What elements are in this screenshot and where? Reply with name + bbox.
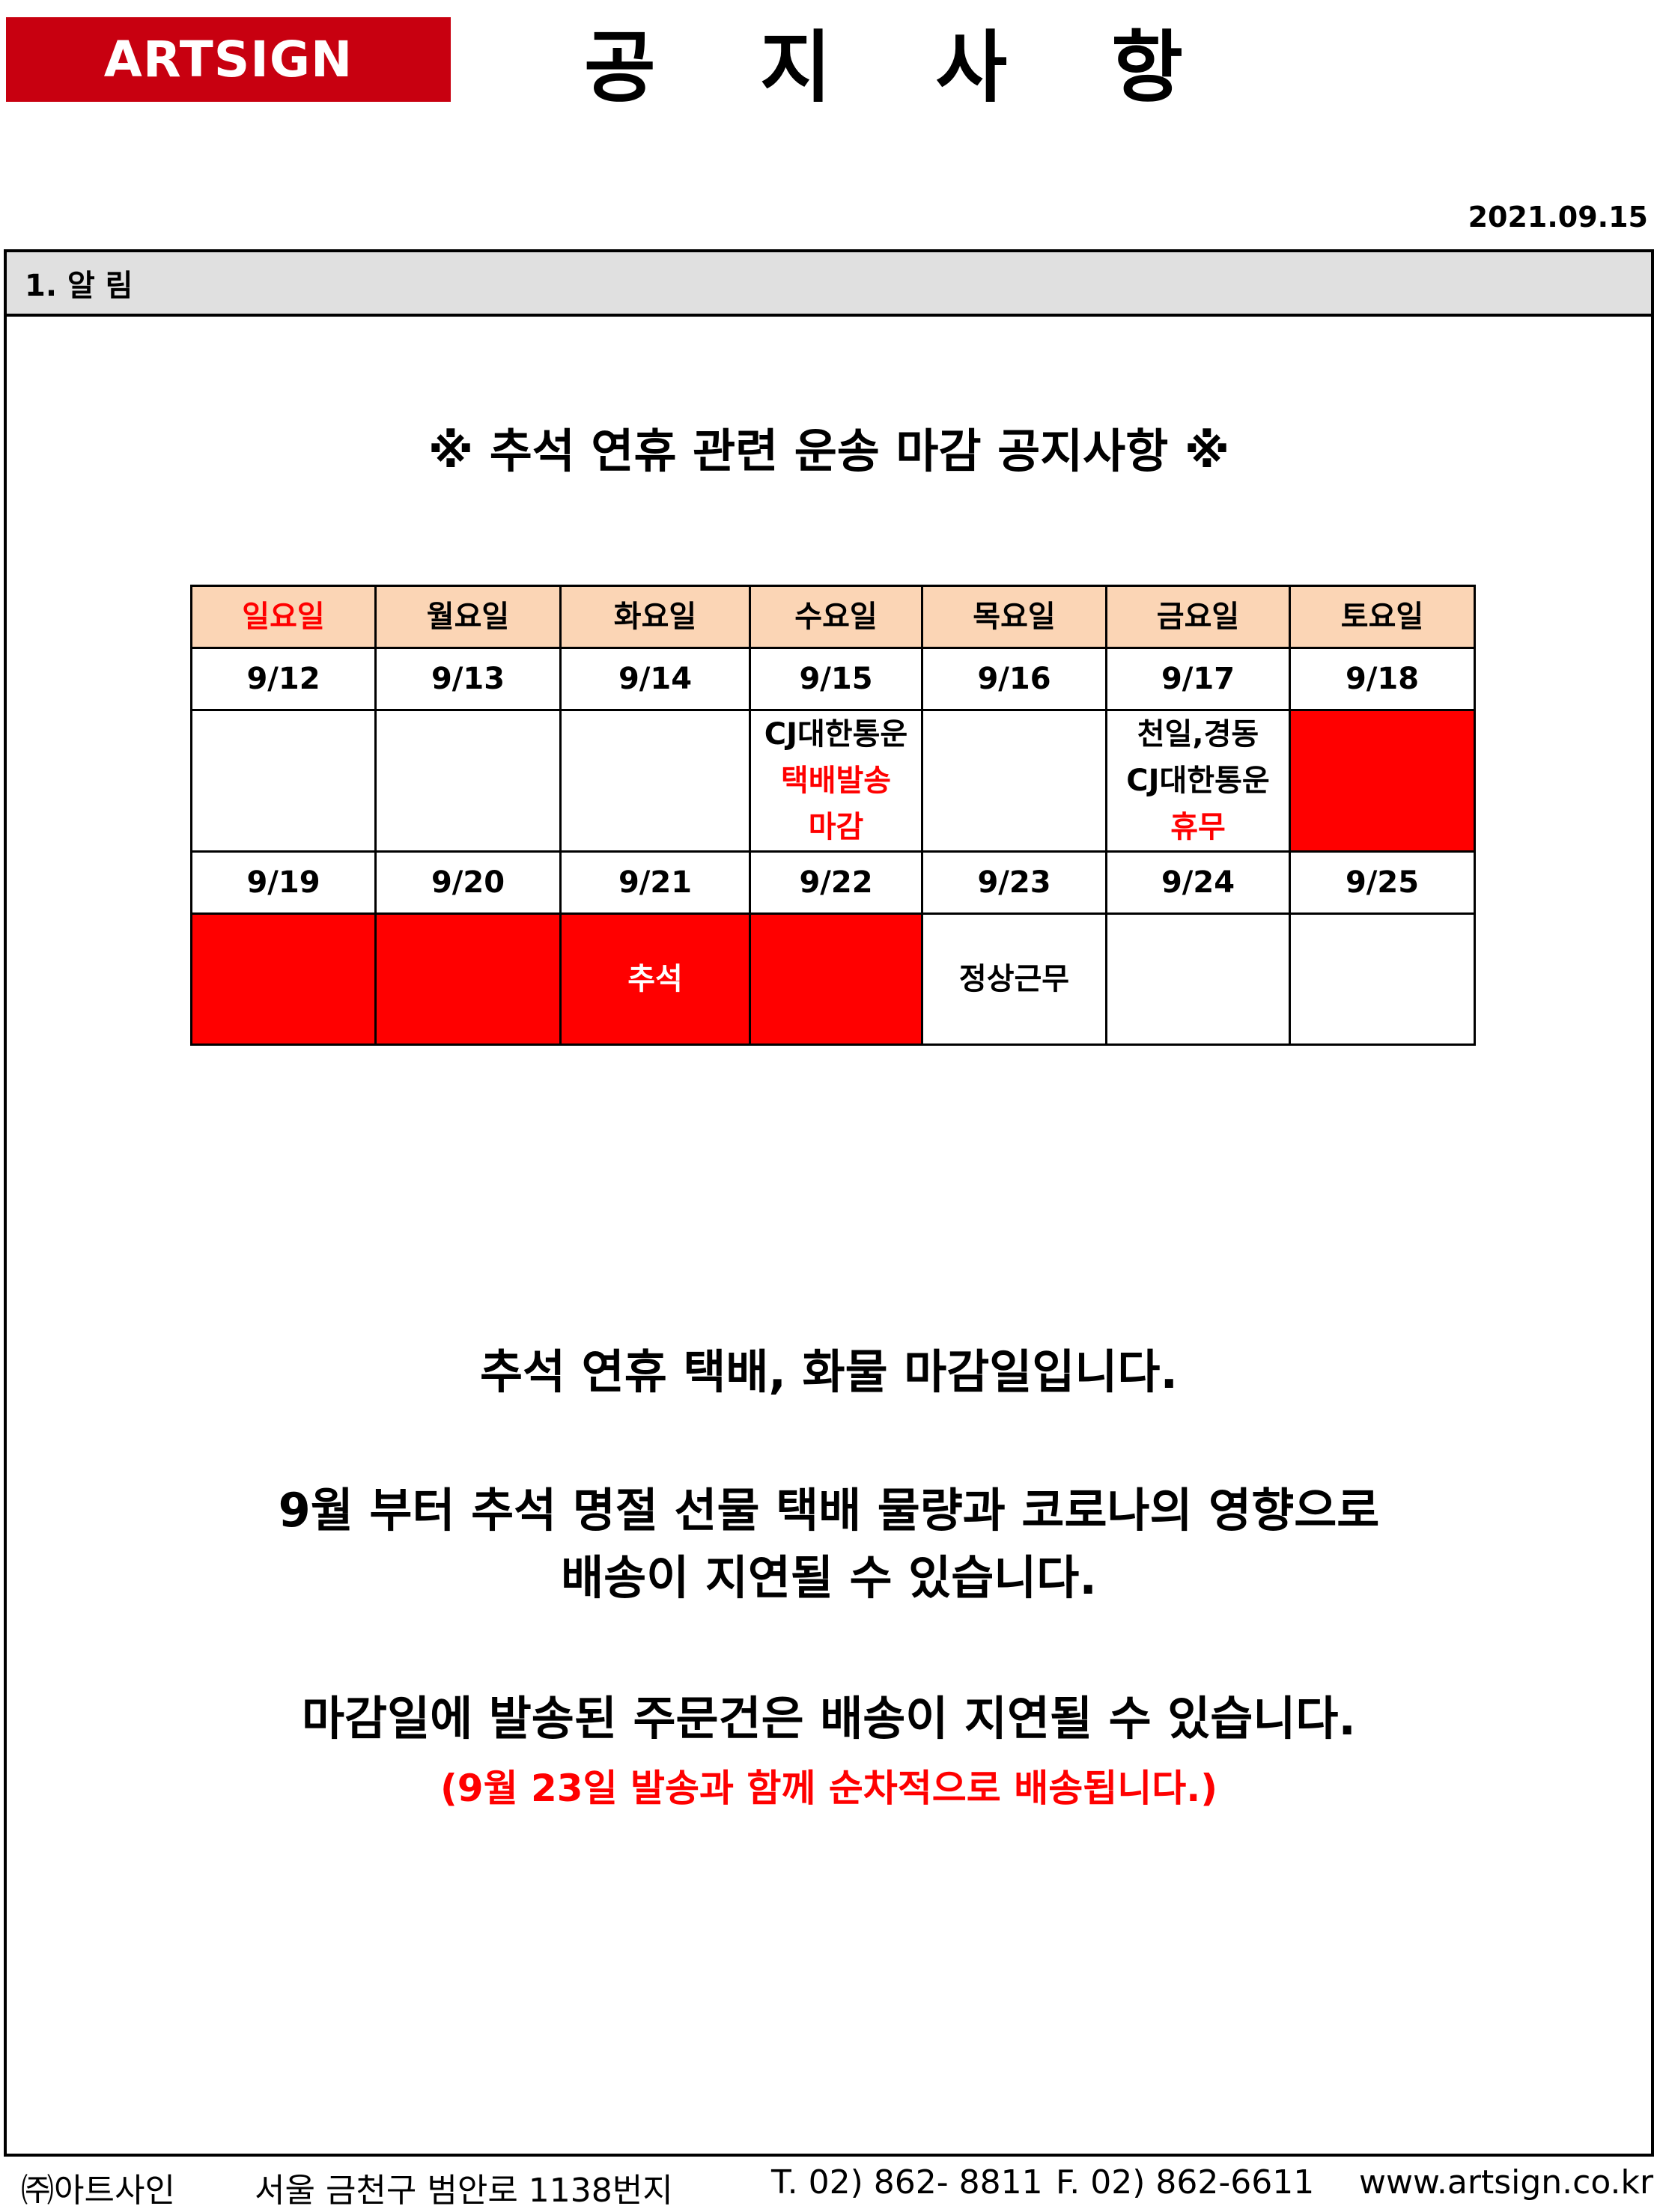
note-line: 천일,경동 [1137, 717, 1259, 752]
note-cell [190, 709, 377, 853]
date-row: 9/12 9/13 9/14 9/15 9/16 9/17 9/18 [190, 647, 1476, 711]
weekday-tue: 화요일 [559, 585, 751, 649]
weekday-wed: 수요일 [749, 585, 923, 649]
date-cell: 9/23 [921, 850, 1107, 915]
message-deadline-delay: 마감일에 발송된 주문건은 배송이 지연될 수 있습니다. [302, 1691, 1356, 1746]
note-line: CJ대한통운 [764, 717, 908, 752]
date-cell: 9/14 [559, 647, 751, 711]
title-char: 공 [584, 21, 656, 113]
date-cell: 9/22 [749, 850, 923, 915]
weekday-sat: 토요일 [1289, 585, 1476, 649]
title-char: 항 [1111, 21, 1183, 113]
section-heading: 1. 알 림 [7, 252, 1651, 317]
page-title: 공 지 사 항 [584, 7, 1183, 113]
note-row: CJ대한통운 택배발송 마감 천일,경동 CJ대한통운 휴무 [190, 709, 1476, 853]
footer-tel: T. 02) 862- 8811 [771, 2163, 1043, 2202]
weekday-fri: 금요일 [1105, 585, 1291, 649]
weekday-mon: 월요일 [374, 585, 562, 649]
date-cell: 9/17 [1105, 647, 1291, 711]
title-char: 사 [935, 21, 1008, 113]
footer-company: ㈜아트사인 [21, 2172, 175, 2210]
title-char: 지 [759, 21, 832, 113]
note-cell [559, 709, 751, 853]
normal-work-cell: 정상근무 [921, 912, 1107, 1046]
message-deadline: 추석 연휴 택배, 화물 마감일입니다. [479, 1344, 1178, 1399]
date-cell: 9/21 [559, 850, 751, 915]
note-line: 택배발송 [780, 764, 892, 798]
note-cell [921, 709, 1107, 853]
weekday-header-row: 일요일 월요일 화요일 수요일 목요일 금요일 토요일 [190, 585, 1476, 649]
footer-website[interactable]: www.artsign.co.kr [1359, 2163, 1654, 2202]
message-sequential-delivery: (9월 23일 발송과 함께 순차적으로 배송됩니다.) [440, 1767, 1218, 1810]
notice-title: ※ 추석 연휴 관련 운송 마감 공지사항 ※ [428, 424, 1230, 478]
note-cell [374, 709, 562, 853]
date-cell: 9/24 [1105, 850, 1291, 915]
holiday-calendar: 일요일 월요일 화요일 수요일 목요일 금요일 토요일 9/12 9/13 9/… [190, 585, 1476, 1046]
note-line: 휴무 [1170, 810, 1226, 844]
holiday-cell [190, 912, 377, 1046]
date-cell: 9/18 [1289, 647, 1476, 711]
message-delay-reason: 9월 부터 추석 명절 선물 택배 물량과 코로나의 영향으로 [278, 1483, 1380, 1538]
note-line: CJ대한통운 [1126, 764, 1270, 798]
holiday-cell [374, 912, 562, 1046]
artsign-logo: ARTSIGN [6, 17, 451, 102]
date-cell: 9/19 [190, 850, 377, 915]
notice-date: 2021.09.15 [1468, 201, 1648, 234]
notice-section: 1. 알 림 ※ 추석 연휴 관련 운송 마감 공지사항 ※ 일요일 월요일 화… [4, 249, 1654, 2157]
message-delay: 배송이 지연될 수 있습니다. [561, 1550, 1097, 1605]
footer-fax: F. 02) 862-6611 [1056, 2163, 1315, 2202]
date-cell: 9/13 [374, 647, 562, 711]
date-cell: 9/16 [921, 647, 1107, 711]
date-cell: 9/20 [374, 850, 562, 915]
footer-address: 서울 금천구 범안로 1138번지 [255, 2172, 673, 2210]
note-row: 추석 정상근무 [190, 912, 1476, 1046]
chuseok-cell: 추석 [559, 912, 751, 1046]
note-line: 마감 [808, 810, 864, 844]
note-cell [1105, 912, 1291, 1046]
note-cell [1289, 912, 1476, 1046]
weekday-sun: 일요일 [190, 585, 377, 649]
holiday-cell [749, 912, 923, 1046]
date-cell: 9/12 [190, 647, 377, 711]
date-cell: 9/25 [1289, 850, 1476, 915]
date-row: 9/19 9/20 9/21 9/22 9/23 9/24 9/25 [190, 850, 1476, 915]
holiday-cell [1289, 709, 1476, 853]
date-cell: 9/15 [749, 647, 923, 711]
weekday-thu: 목요일 [921, 585, 1107, 649]
